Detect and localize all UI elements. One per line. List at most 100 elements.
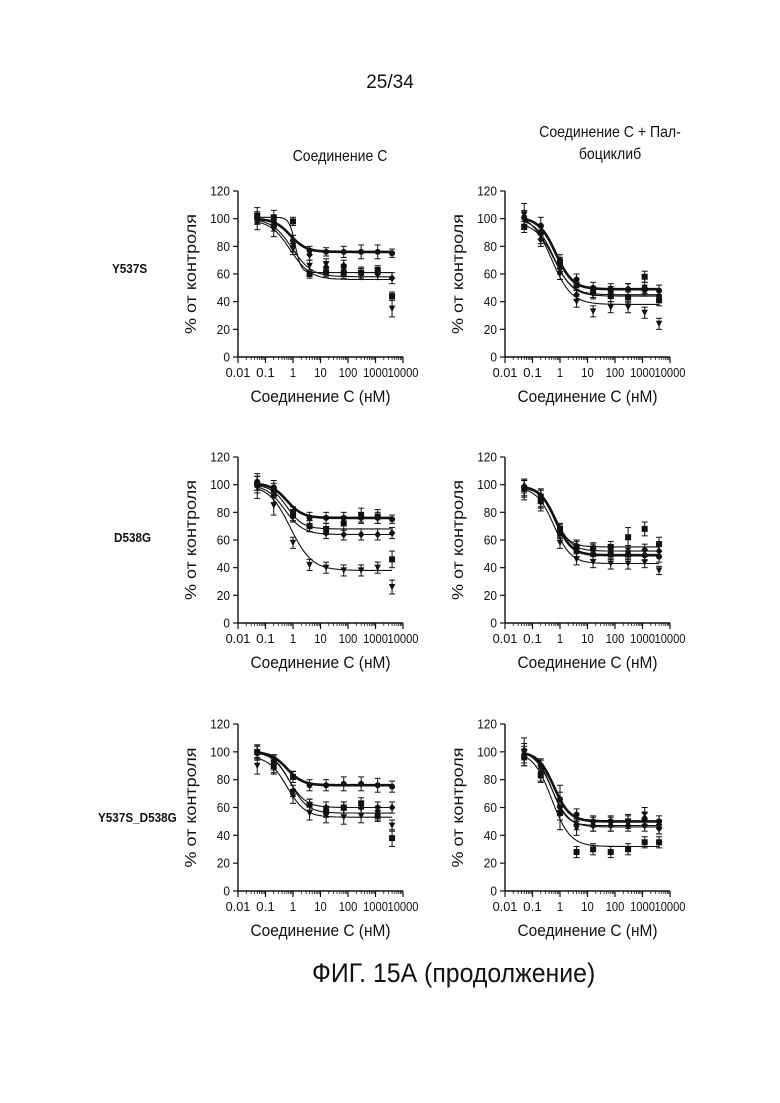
data-point-circle — [358, 781, 364, 787]
y-tick-label: 120 — [210, 450, 230, 465]
y-tick-label: 100 — [477, 211, 497, 226]
data-point-circle — [389, 784, 395, 790]
data-point-triangle-down — [625, 304, 632, 310]
x-tick-label: 1 — [290, 899, 296, 914]
x-tick-label: 10 — [581, 365, 593, 380]
data-point-square — [574, 849, 580, 855]
x-tick-label: 10000 — [388, 365, 419, 380]
data-point-triangle-down — [389, 584, 396, 590]
x-tick-label: 10000 — [388, 899, 419, 914]
data-point-square — [375, 513, 381, 519]
data-point-diamond — [656, 547, 663, 555]
data-point-triangle-down — [290, 540, 297, 546]
x-tick-label: 100 — [606, 899, 625, 914]
data-point-square — [590, 846, 596, 852]
data-point-square — [625, 295, 631, 301]
x-tick-label: 1 — [557, 631, 563, 646]
x-tick-label: 100 — [606, 631, 625, 646]
x-tick-label: 10 — [581, 899, 593, 914]
data-point-triangle-down — [389, 306, 396, 312]
y-tick-label: 40 — [484, 828, 497, 843]
y-tick-label: 80 — [217, 505, 230, 520]
y-tick-label: 40 — [217, 828, 230, 843]
x-axis-label: Соединение С (нМ) — [518, 921, 658, 940]
fit-curve-circle — [257, 753, 392, 786]
x-axis-label: Соединение С (нМ) — [251, 653, 391, 672]
data-point-square — [389, 556, 395, 562]
data-point-square — [574, 282, 580, 288]
y-tick-label: 40 — [217, 560, 230, 575]
fit-curve-circle — [257, 219, 392, 252]
y-tick-label: 20 — [217, 856, 230, 871]
series-square — [254, 476, 395, 567]
y-axis-label: % от контроля — [183, 748, 200, 868]
data-point-square — [656, 839, 662, 845]
x-tick-label: 0.1 — [523, 631, 542, 646]
x-tick-label: 10 — [581, 631, 593, 646]
y-tick-label: 60 — [484, 533, 497, 548]
y-axis-label: % от контроля — [450, 480, 467, 600]
x-tick-label: 1000 — [363, 899, 388, 914]
x-axis-label: Соединение С (нМ) — [518, 653, 658, 672]
x-tick-label: 1 — [290, 365, 296, 380]
data-point-triangle-down — [306, 562, 313, 568]
data-point-triangle-down — [641, 310, 648, 316]
data-point-diamond — [389, 804, 396, 812]
x-tick-label: 0.1 — [256, 899, 275, 914]
y-axis-label: % от контроля — [450, 214, 467, 334]
y-tick-label: 120 — [477, 184, 497, 199]
x-axis-label: Соединение С (нМ) — [251, 387, 391, 406]
y-tick-label: 120 — [477, 717, 497, 732]
y-tick-label: 40 — [484, 294, 497, 309]
fit-curve-circle — [524, 219, 659, 289]
y-axis-label: % от контроля — [183, 214, 200, 334]
x-tick-label: 0.01 — [493, 365, 518, 380]
data-point-diamond — [573, 291, 580, 299]
fit-curve-circle — [524, 487, 659, 555]
x-tick-label: 1000 — [630, 365, 655, 380]
data-point-triangle-down — [358, 813, 365, 819]
x-tick-label: 0.01 — [226, 365, 251, 380]
x-tick-label: 100 — [339, 899, 358, 914]
data-point-square — [271, 214, 277, 220]
data-point-circle — [574, 811, 580, 817]
y-tick-label: 20 — [217, 588, 230, 603]
data-point-triangle-down — [590, 308, 597, 314]
y-tick-label: 80 — [217, 239, 230, 254]
chart-panel-1: 0204060801001200.010.1110100100010000Сое… — [450, 184, 686, 407]
x-tick-label: 1000 — [363, 365, 388, 380]
fit-curve-circle — [524, 754, 659, 822]
y-tick-label: 60 — [217, 800, 230, 815]
y-tick-label: 60 — [217, 533, 230, 548]
y-tick-label: 0 — [223, 350, 230, 365]
data-point-circle — [341, 249, 347, 255]
y-tick-label: 60 — [484, 800, 497, 815]
y-tick-label: 60 — [217, 267, 230, 282]
x-tick-label: 1000 — [630, 899, 655, 914]
x-tick-label: 10000 — [655, 631, 686, 646]
x-tick-label: 10 — [314, 631, 326, 646]
x-tick-label: 100 — [606, 365, 625, 380]
y-tick-label: 100 — [210, 211, 230, 226]
x-tick-label: 10 — [314, 899, 326, 914]
data-point-triangle-down — [641, 559, 648, 565]
figure-caption: ФИГ. 15А (продолжение) — [312, 958, 595, 989]
y-tick-label: 100 — [210, 477, 230, 492]
data-point-square — [389, 293, 395, 299]
y-tick-label: 100 — [477, 477, 497, 492]
data-point-square — [625, 846, 631, 852]
chart-panel-4: 0204060801001200.010.1110100100010000Сое… — [183, 717, 419, 941]
x-tick-label: 0.01 — [226, 899, 251, 914]
y-tick-label: 80 — [484, 239, 497, 254]
x-tick-label: 0.1 — [256, 631, 275, 646]
chart-panel-3: 0204060801001200.010.1110100100010000Сое… — [450, 450, 686, 673]
chart-panel-0: 0204060801001200.010.1110100100010000Сое… — [183, 184, 419, 407]
y-axis-label: % от контроля — [183, 480, 200, 600]
fit-curve-diamond — [257, 753, 392, 807]
y-tick-label: 0 — [223, 616, 230, 631]
data-point-square — [341, 520, 347, 526]
data-point-diamond — [358, 531, 365, 539]
x-tick-label: 10000 — [655, 365, 686, 380]
data-point-square — [389, 835, 395, 841]
x-tick-label: 0.01 — [226, 631, 251, 646]
